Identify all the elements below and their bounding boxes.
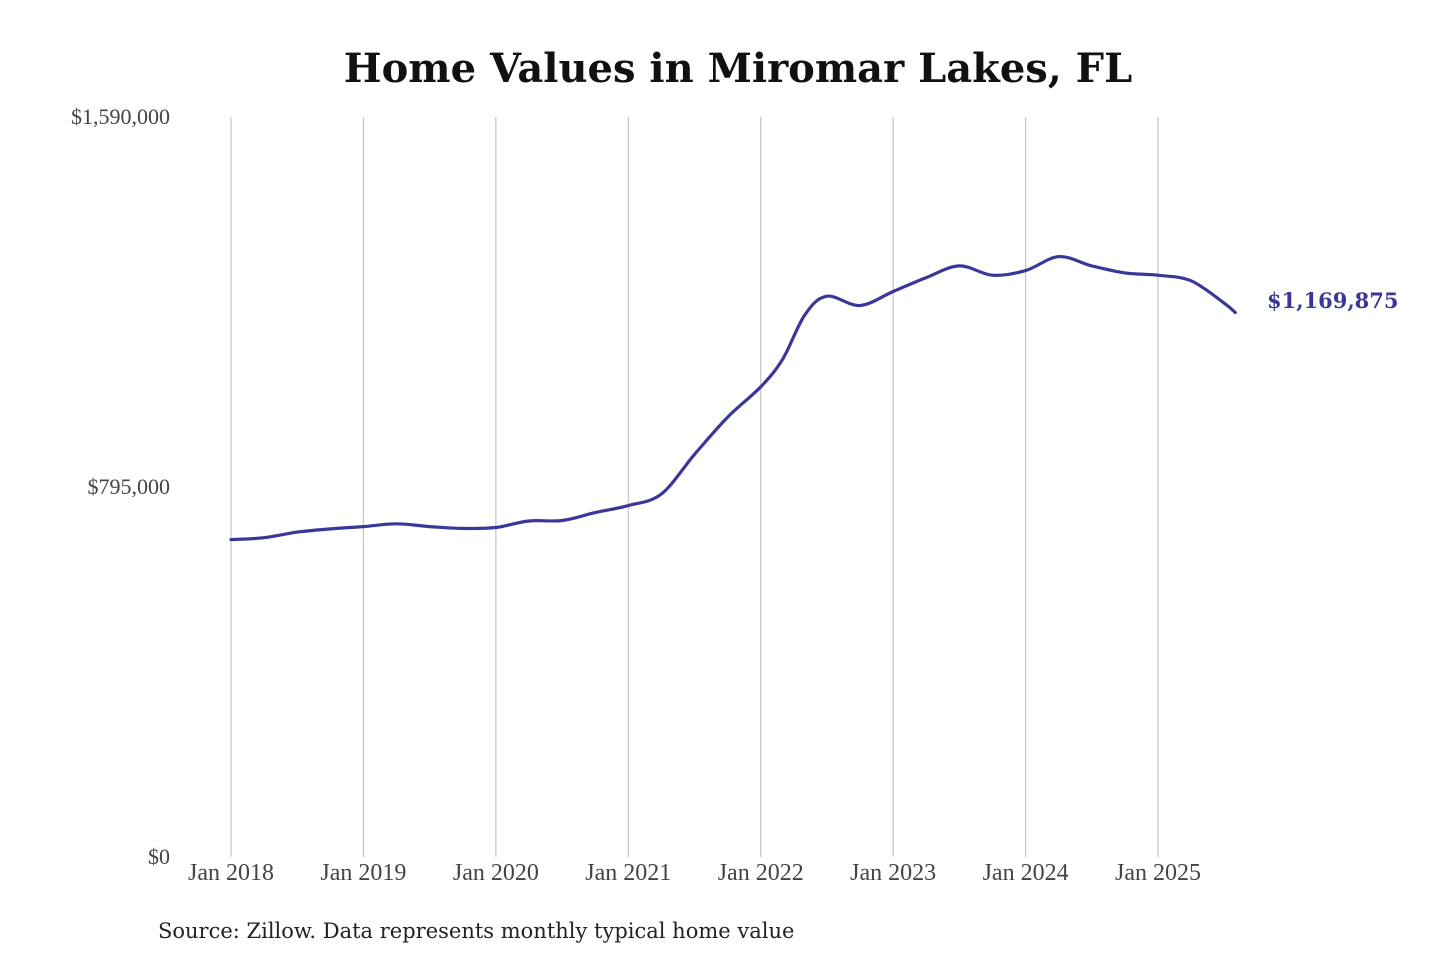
source-note: Source: Zillow. Data represents monthly … xyxy=(158,919,794,943)
x-tick-label: Jan 2022 xyxy=(718,860,804,886)
x-tick-label: Jan 2019 xyxy=(320,860,406,886)
y-tick-label: $795,000 xyxy=(88,474,171,499)
y-tick-label: $1,590,000 xyxy=(71,104,170,129)
gridlines xyxy=(230,117,1159,857)
home-value-line xyxy=(229,254,1237,542)
x-tick-label: Jan 2023 xyxy=(850,860,936,886)
chart-title: Home Values in Miromar Lakes, FL xyxy=(344,45,1132,92)
x-tick-label: Jan 2024 xyxy=(983,860,1069,886)
x-axis-ticks: Jan 2018 Jan 2019 Jan 2020 Jan 2021 Jan 2022… xyxy=(188,860,1201,886)
x-tick-label: Jan 2025 xyxy=(1115,860,1201,886)
latest-value-label: $1,169,875 xyxy=(1267,288,1399,313)
y-axis-ticks: $1,590,000 $795,000 $0 xyxy=(71,104,170,869)
x-tick-label: Jan 2018 xyxy=(188,860,274,886)
x-tick-label: Jan 2020 xyxy=(453,860,539,886)
x-tick-label: Jan 2021 xyxy=(585,860,671,886)
y-tick-label: $0 xyxy=(148,844,170,869)
